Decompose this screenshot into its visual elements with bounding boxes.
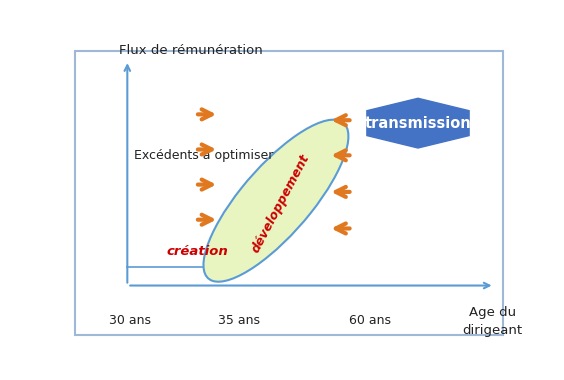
Polygon shape: [367, 98, 469, 148]
Text: Flux de rémunération: Flux de rémunération: [118, 44, 262, 57]
Text: Excédents à optimiser: Excédents à optimiser: [134, 149, 273, 162]
Text: transmission: transmission: [364, 116, 472, 131]
Text: création: création: [167, 245, 228, 258]
Text: 60 ans: 60 ans: [349, 314, 391, 327]
Text: dirigeant: dirigeant: [462, 324, 522, 337]
Text: 35 ans: 35 ans: [218, 314, 260, 327]
Text: 30 ans: 30 ans: [108, 314, 151, 327]
Text: Age du: Age du: [469, 306, 516, 319]
Ellipse shape: [204, 120, 349, 282]
FancyBboxPatch shape: [75, 51, 503, 335]
Text: développement: développement: [249, 152, 312, 255]
